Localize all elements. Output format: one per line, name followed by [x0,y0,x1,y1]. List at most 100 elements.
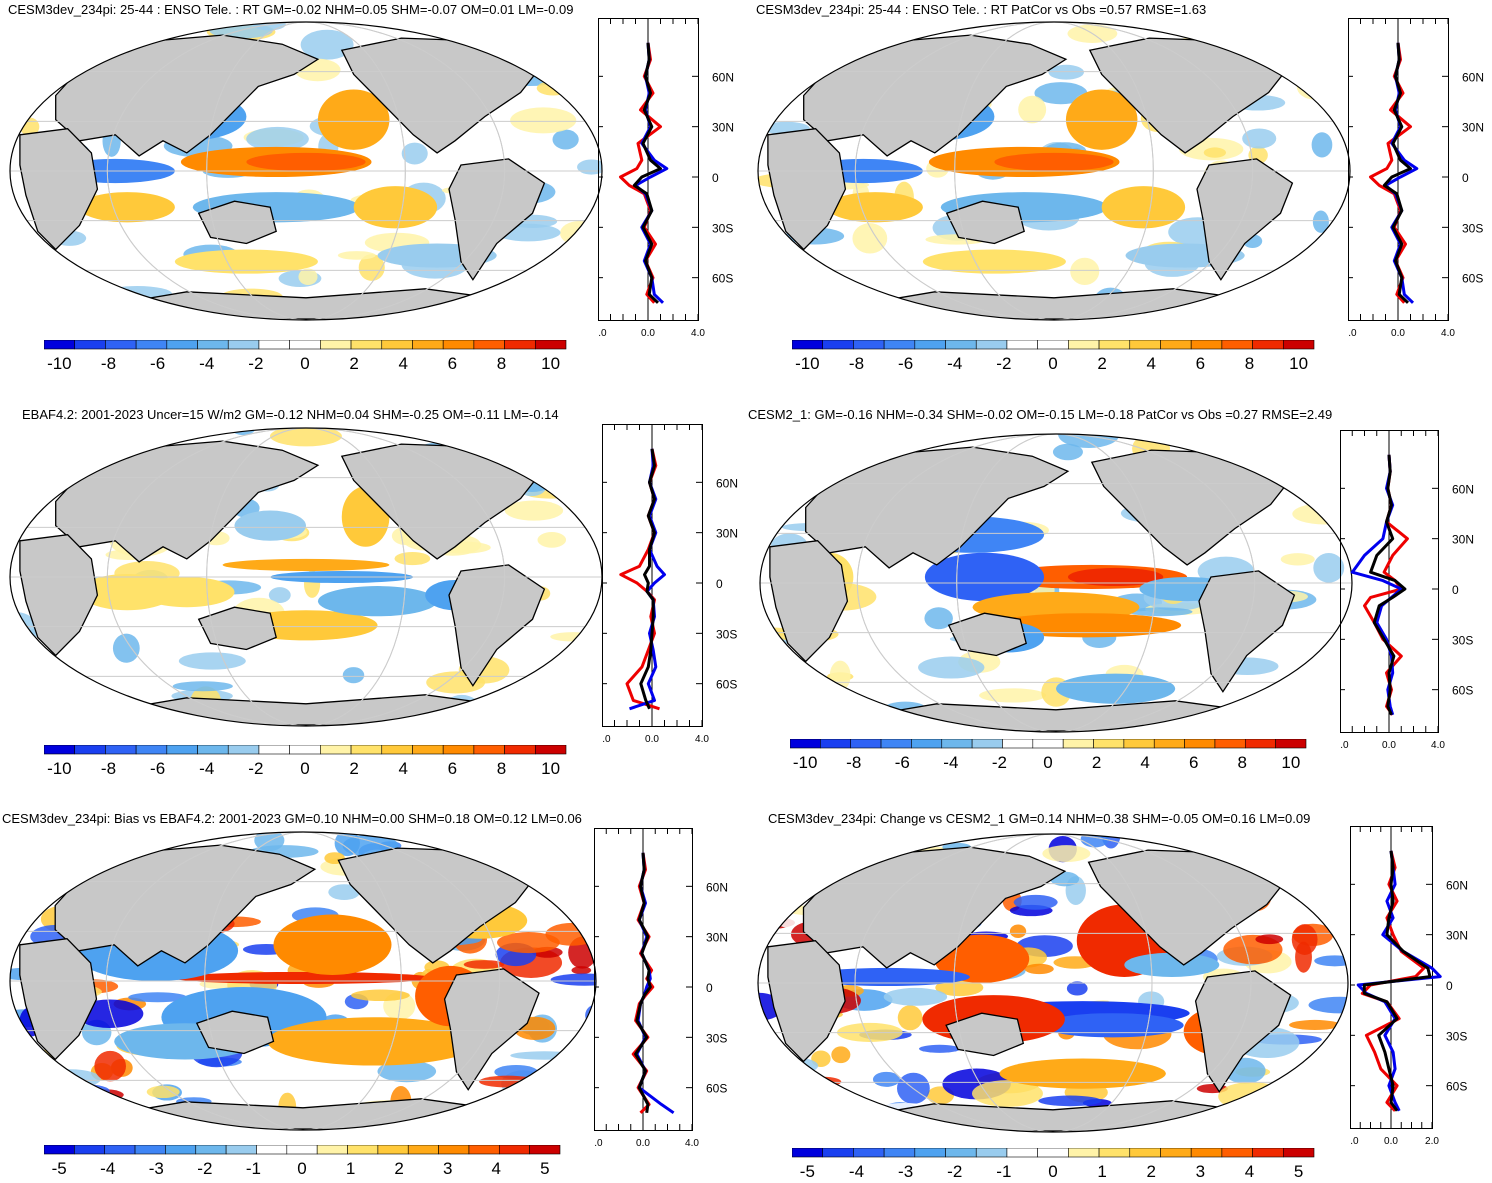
anomaly-patch [531,843,569,852]
anomaly-patch [537,532,567,548]
continent-australia [195,1010,275,1055]
continent-africa [767,940,846,1063]
colorbar-label: 5 [540,1159,549,1177]
colorbar-label: 1 [346,1159,355,1177]
anomaly-patch [351,989,410,1002]
colorbar: -5 -4 -3 -2 -1 0 1 2 3 4 5 [792,1148,1315,1180]
zonal-x-tick-label: 0.0 [1382,740,1396,751]
colorbar-swatch [412,340,444,350]
anomaly-patch [759,1056,819,1075]
map-border [757,833,1349,1133]
anomaly-patch [824,840,845,857]
zonal-series-obs [1356,850,1442,1112]
colorbar-swatch [1160,1148,1192,1158]
anomaly-patch [533,693,589,713]
colorbar-label: 8 [497,759,506,777]
colorbar-label: 6 [1189,753,1198,771]
colorbar-label: -5 [800,1162,815,1180]
colorbar-swatch [911,739,943,749]
colorbar-label: 3 [443,1159,452,1177]
anomaly-patch [10,844,62,861]
colorbar-swatch [1068,1148,1100,1158]
continent-asia [55,440,320,563]
zonal-series-diff [632,42,662,304]
colorbar-swatch [853,1148,885,1158]
anomaly-patch [571,966,592,975]
colorbar-swatch [1002,739,1034,749]
anomaly-patch [1024,963,1054,975]
anomaly-patch [300,29,354,60]
zonal-units-label: W m [1373,430,1390,433]
colorbar-swatch [1252,340,1284,350]
colorbar-label: 4 [492,1159,501,1177]
anomaly-patch [1289,1019,1341,1031]
zonal-lat-label: 30N [1446,929,1468,943]
zonal-lat-label: 30N [706,931,728,945]
anomaly-patch [1247,863,1308,876]
colorbar-swatch [1221,1148,1253,1158]
anomaly-feature [924,552,1045,602]
zonal-mean-plot: -4.0 0.0 4.0 W m -2 60N 30N 0 30S 60S [598,18,734,339]
zonal-series-obs [1350,454,1403,716]
colorbar-swatch [350,340,383,350]
anomaly-patch [1230,701,1259,715]
zonal-mean-plot: -4.0 0.0 4.0 W m -2 60N 30N 0 30S 60S [1348,18,1484,339]
colorbar-swatch [347,1145,379,1155]
colorbar-label: 8 [497,354,506,372]
anomaly-patch [758,1088,792,1105]
zonal-x-tick-label: 0.0 [645,734,659,745]
colorbar-swatch [792,340,824,350]
zonal-lat-label: 30N [1462,121,1484,135]
anomaly-feature [222,558,390,571]
colorbar-swatch [105,745,137,755]
colorbar-swatch [1244,739,1276,749]
anomaly-feature [79,573,175,611]
anomaly-feature [1101,186,1186,229]
anomaly-patch [298,268,318,286]
colorbar-swatch [320,745,352,755]
zonal-x-tick-label: 0.0 [1391,328,1405,339]
colorbar-swatch [1006,1148,1038,1158]
panel-title: CESM2_1: GM=-0.16 NHM=-0.34 SHM=-0.02 OM… [748,407,1333,422]
anomaly-patch [1313,834,1348,847]
colorbar-label: 4 [1245,1162,1254,1180]
colorbar-swatch [473,340,505,350]
zonal-x-tick-label: -4.0 [1348,328,1357,339]
anomaly-patch [1221,26,1271,53]
anomaly-patch [401,142,428,165]
zonal-units-superscript: -2 [1397,430,1403,433]
colorbar-label: -6 [895,753,910,771]
zonal-series-diff [639,448,656,710]
anomaly-feature [353,186,438,229]
zonal-lat-label: 30N [716,527,738,541]
colorbar-swatch [1184,739,1216,749]
graticule-lon [856,434,1256,732]
global-anomaly-map [757,21,1351,321]
global-anomaly-map [759,433,1353,733]
anomaly-patch [1034,82,1088,105]
zonal-mean-plot: -2.0 0.0 2.0 W m -2 60N 30N 0 30S 60S [1350,826,1468,1147]
colorbar-swatch [225,1145,257,1155]
zonal-lat-label: 30N [712,121,734,135]
anomaly-patch [328,884,360,901]
colorbar-swatch [134,1145,166,1155]
colorbar-swatch [74,1145,106,1155]
anomaly-patch [358,254,385,281]
colorbar-swatch [74,340,106,350]
colorbar-label: -10 [47,354,72,372]
zonal-lat-label: 30S [716,627,737,641]
colorbar-label: 0 [297,1159,306,1177]
colorbar-swatch [1282,1148,1315,1158]
anomaly-patch [479,1075,537,1088]
anomaly-feature [1041,1013,1184,1038]
colorbar-label: 0 [1048,1162,1057,1180]
anomaly-patch [1042,845,1091,863]
anomaly-feature [922,249,1066,274]
anomaly-feature [1067,567,1164,587]
colorbar-swatch [381,745,413,755]
colorbar-label: -2 [996,354,1011,372]
anomaly-feature [246,152,366,171]
panel-title: EBAF4.2: 2001-2023 Uncer=15 W/m2 GM=-0.1… [22,407,559,422]
colorbar-swatch [289,340,321,350]
zonal-units-superscript: -2 [651,828,657,831]
